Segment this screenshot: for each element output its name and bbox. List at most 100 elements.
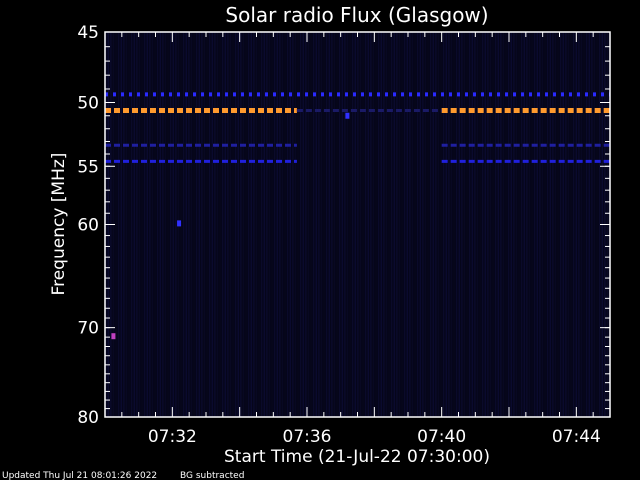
y-tick-label: 80 (77, 408, 99, 428)
time-stripe (240, 32, 242, 417)
time-stripe (500, 32, 502, 417)
time-stripe (349, 32, 351, 417)
time-stripe (484, 32, 486, 417)
time-stripe (443, 32, 445, 417)
time-stripe (237, 32, 239, 417)
time-stripe (151, 32, 154, 417)
time-stripe (339, 32, 341, 417)
time-stripe (406, 32, 408, 417)
time-stripe (302, 32, 304, 417)
time-stripe (427, 32, 429, 417)
time-stripe (172, 32, 174, 417)
time-stripe (549, 32, 551, 417)
time-stripe (232, 32, 234, 417)
time-stripe (255, 32, 258, 417)
time-stripe (575, 32, 577, 417)
time-stripe (489, 32, 492, 417)
x-tick-label: 07:36 (283, 427, 332, 447)
time-stripe (461, 32, 463, 417)
y-tick-label: 55 (77, 157, 99, 177)
time-stripe (344, 32, 346, 417)
time-stripe (229, 32, 232, 417)
interference-bands (105, 92, 610, 163)
time-stripe (424, 32, 427, 417)
time-stripe (573, 32, 575, 417)
time-stripe (521, 32, 523, 417)
time-stripe (141, 32, 143, 417)
time-stripe (393, 32, 395, 417)
time-stripe (128, 32, 130, 417)
time-stripe (396, 32, 398, 417)
time-stripe (375, 32, 377, 417)
time-stripe (401, 32, 403, 417)
time-stripe (385, 32, 388, 417)
time-stripe (224, 32, 226, 417)
time-stripe (487, 32, 489, 417)
time-stripe (336, 32, 338, 417)
signal-spots (111, 112, 350, 340)
x-axis-ticks: 07:32 07:36 07:40 07:44 (121, 32, 601, 447)
time-stripe (466, 32, 468, 417)
time-stripe (294, 32, 297, 417)
time-stripe (318, 32, 320, 417)
time-stripe (497, 32, 499, 417)
time-stripe (144, 32, 146, 417)
time-stripe (131, 32, 133, 417)
time-stripe (580, 32, 583, 417)
time-stripe (513, 32, 515, 417)
time-stripe (505, 32, 507, 417)
time-stripe (474, 32, 476, 417)
time-stripe (404, 32, 406, 417)
time-stripe (196, 32, 198, 417)
time-stripe (531, 32, 533, 417)
y-tick-label: 70 (77, 319, 99, 339)
time-stripe (211, 32, 213, 417)
time-stripe (359, 32, 362, 417)
time-stripe (115, 32, 117, 417)
time-stripe (206, 32, 208, 417)
time-stripe (253, 32, 255, 417)
time-stripe (372, 32, 375, 417)
time-stripe (479, 32, 481, 417)
time-stripe (214, 32, 216, 417)
time-stripe (518, 32, 520, 417)
time-stripe (528, 32, 531, 417)
time-stripe (591, 32, 593, 417)
time-stripe (120, 32, 122, 417)
time-stripe (445, 32, 447, 417)
time-stripe (201, 32, 203, 417)
time-stripe (508, 32, 510, 417)
time-stripe (125, 32, 128, 417)
time-stripe (271, 32, 273, 417)
time-stripe (419, 32, 421, 417)
time-stripe (380, 32, 382, 417)
time-stripe (534, 32, 536, 417)
time-stripe (287, 32, 289, 417)
time-stripe (367, 32, 369, 417)
x-axis-label: Start Time (21-Jul-22 07:30:00) (224, 447, 490, 467)
time-stripe (450, 32, 453, 417)
time-stripe (331, 32, 333, 417)
time-stripe (175, 32, 177, 417)
footer-updated: Updated Thu Jul 21 08:01:26 2022 (2, 471, 157, 480)
time-stripe (409, 32, 411, 417)
time-stripe (526, 32, 528, 417)
time-stripe (274, 32, 276, 417)
time-stripe (453, 32, 455, 417)
time-stripes (105, 32, 611, 417)
time-stripe (515, 32, 518, 417)
time-stripe (544, 32, 546, 417)
time-stripe (149, 32, 151, 417)
time-stripe (188, 32, 190, 417)
time-stripe (378, 32, 380, 417)
time-stripe (365, 32, 367, 417)
time-stripe (219, 32, 221, 417)
time-stripe (326, 32, 328, 417)
time-stripe (536, 32, 538, 417)
time-stripe (448, 32, 450, 417)
time-stripe (414, 32, 416, 417)
time-stripe (315, 32, 317, 417)
x-tick-label: 07:44 (552, 427, 601, 447)
time-stripe (346, 32, 349, 417)
time-stripe (469, 32, 471, 417)
